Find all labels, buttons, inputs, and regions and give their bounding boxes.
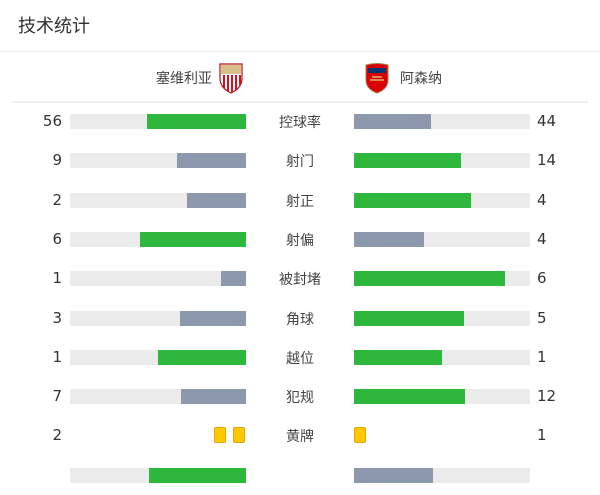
home-value: 3 <box>52 308 62 327</box>
home-bar-fill <box>220 271 246 287</box>
home-value: 56 <box>42 112 62 130</box>
stat-row: 6 射偏 4 <box>0 220 600 259</box>
away-value: 1 <box>537 347 547 366</box>
away-value: 14 <box>537 151 557 170</box>
home-bar-fill <box>140 231 246 247</box>
divider <box>0 51 600 52</box>
home-bar-track <box>70 153 246 169</box>
away-value: 44 <box>537 112 557 130</box>
home-bar-track <box>70 271 246 287</box>
page-title: 技术统计 <box>18 16 90 37</box>
away-bar-track <box>354 389 530 405</box>
stat-label: 越位 <box>286 350 314 367</box>
home-value: 2 <box>52 190 62 209</box>
home-bar-track <box>70 114 246 129</box>
divider <box>12 101 588 103</box>
home-bar-fill <box>147 114 246 129</box>
home-bar-fill <box>187 192 246 208</box>
stat-label: 射正 <box>286 193 314 210</box>
away-bar-fill <box>354 271 505 287</box>
arsenal-crest-icon <box>365 63 389 94</box>
home-value: 9 <box>52 151 62 170</box>
away-bar-fill <box>354 153 462 169</box>
home-value: 1 <box>52 347 62 366</box>
home-bar-track <box>70 192 246 208</box>
home-value: 6 <box>52 229 62 248</box>
away-bar-track <box>354 349 530 365</box>
yellow-card-icon <box>214 427 226 444</box>
home-bar-track <box>70 349 246 365</box>
stat-label: 黄牌 <box>286 429 314 446</box>
stat-row: 9 射门 14 <box>0 141 600 180</box>
home-bar-fill <box>177 153 246 169</box>
away-bar-track <box>354 192 530 208</box>
stat-label: 犯规 <box>286 390 314 407</box>
stat-label: 被封堵 <box>279 272 321 289</box>
stat-label: 控球率 <box>279 115 321 131</box>
yellow-card-icon <box>233 427 245 444</box>
yellow-card-icon <box>354 427 366 444</box>
away-bar-fill <box>354 389 466 405</box>
away-value: 6 <box>537 269 547 288</box>
away-bar-fill <box>354 231 425 247</box>
away-value: 5 <box>537 308 547 327</box>
stat-row: 2 射正 4 <box>0 181 600 220</box>
stat-row: 3 角球 5 <box>0 299 600 338</box>
stat-row: 1 越位 1 <box>0 338 600 377</box>
home-bar-fill <box>181 389 246 405</box>
home-bar-track <box>70 389 246 405</box>
away-value: 4 <box>537 190 547 209</box>
away-bar-track <box>354 231 530 247</box>
home-value: 7 <box>52 387 62 406</box>
away-team-name[interactable]: 阿森纳 <box>400 71 442 87</box>
home-bar-fill <box>180 310 246 326</box>
away-bar-fill <box>354 114 432 129</box>
away-bar-fill <box>354 310 464 326</box>
home-value: 1 <box>52 269 62 288</box>
teams-header: 塞维利亚 阿森纳 <box>0 58 600 98</box>
home-bar-fill <box>158 349 246 365</box>
home-value: 2 <box>52 426 62 445</box>
stat-row: 7 犯规 12 <box>0 377 600 416</box>
away-bar-track <box>354 310 530 326</box>
away-value: 12 <box>537 387 557 406</box>
sevilla-crest-icon <box>219 63 243 94</box>
away-bar-fill <box>354 349 442 365</box>
home-team-name[interactable]: 塞维利亚 <box>156 71 212 87</box>
away-bar-fill <box>354 192 472 208</box>
stat-row: 1 被封堵 6 <box>0 259 600 298</box>
away-bar-track <box>354 271 530 287</box>
stat-row <box>0 456 600 495</box>
stat-label: 角球 <box>286 311 314 328</box>
home-bar-track <box>70 231 246 247</box>
away-value: 1 <box>537 426 547 445</box>
stat-row: 56 控球率 44 <box>0 102 600 141</box>
away-value: 4 <box>537 229 547 248</box>
away-bar-track <box>354 153 530 169</box>
away-bar-track <box>354 114 530 129</box>
stat-row: 2 黄牌 1 <box>0 416 600 455</box>
home-bar-track <box>70 310 246 326</box>
stat-label: 射偏 <box>286 232 314 249</box>
stat-label: 射门 <box>286 154 314 171</box>
